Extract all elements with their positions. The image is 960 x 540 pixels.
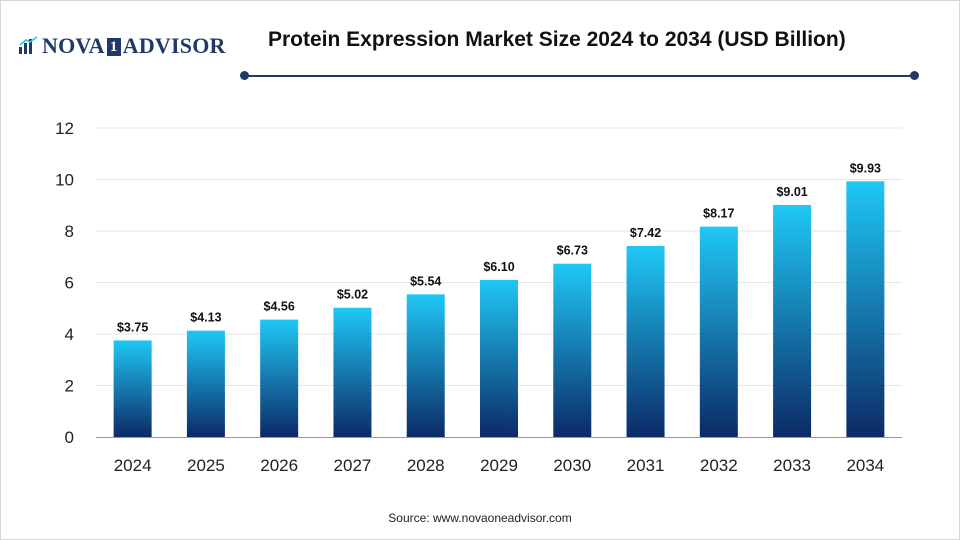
data-label: $4.13 (190, 311, 221, 325)
bar (260, 319, 299, 437)
bar-chart-logo-icon (19, 36, 38, 54)
brand-logo: NOVA 1 ADVISOR (18, 32, 226, 60)
data-label: $3.75 (117, 320, 148, 334)
bar (846, 181, 885, 437)
bar (480, 279, 518, 437)
data-label: $9.01 (776, 185, 807, 199)
bar (333, 307, 372, 437)
data-label: $6.10 (483, 260, 514, 274)
source-note: Source: www.novaoneadvisor.com (388, 511, 572, 525)
y-tick-label: 4 (65, 325, 74, 344)
bar (553, 263, 592, 437)
x-tick-label: 2034 (846, 456, 884, 475)
y-tick-label: 6 (65, 274, 74, 293)
bar (773, 204, 812, 437)
title-rule-dot-right (910, 71, 919, 80)
x-tick-label: 2032 (700, 456, 738, 475)
data-label: $6.73 (557, 244, 588, 258)
data-label: $4.56 (264, 300, 295, 314)
bars: $3.75 $4.13 $4.56 $5.02 $5.54 $6.10 $6.73 $7.42… (113, 161, 885, 437)
bar (699, 226, 738, 437)
x-tick-label: 2027 (334, 456, 372, 475)
data-label: $9.93 (850, 161, 881, 175)
data-label: $7.42 (630, 226, 661, 240)
title-rule (244, 75, 916, 77)
bar (186, 330, 225, 437)
y-tick-label: 2 (65, 377, 74, 396)
y-tick-label: 12 (55, 119, 74, 138)
bar (113, 340, 152, 437)
x-tick-label: 2024 (114, 456, 152, 475)
x-tick-label: 2029 (480, 456, 518, 475)
x-tick-label: 2028 (407, 456, 445, 475)
x-tick-label: 2025 (187, 456, 225, 475)
logo-wordmark: NOVA 1 ADVISOR (42, 33, 226, 58)
axes: 0 2 4 6 8 10 12 2024 2025 2026 2027 2028 2029 2030 203… (55, 119, 902, 475)
bar (406, 294, 445, 437)
chart-title: Protein Expression Market Size 2024 to 2… (268, 28, 846, 51)
data-label: $5.54 (410, 274, 441, 288)
data-label: $5.02 (337, 288, 368, 302)
y-tick-label: 8 (65, 222, 74, 241)
y-tick-label: 0 (65, 428, 74, 447)
bar (626, 245, 665, 437)
x-tick-label: 2031 (627, 456, 665, 475)
x-tick-label: 2026 (260, 456, 298, 475)
y-tick-label: 10 (55, 171, 74, 190)
x-tick-label: 2033 (773, 456, 811, 475)
x-tick-label: 2030 (553, 456, 591, 475)
data-label: $8.17 (703, 207, 734, 221)
